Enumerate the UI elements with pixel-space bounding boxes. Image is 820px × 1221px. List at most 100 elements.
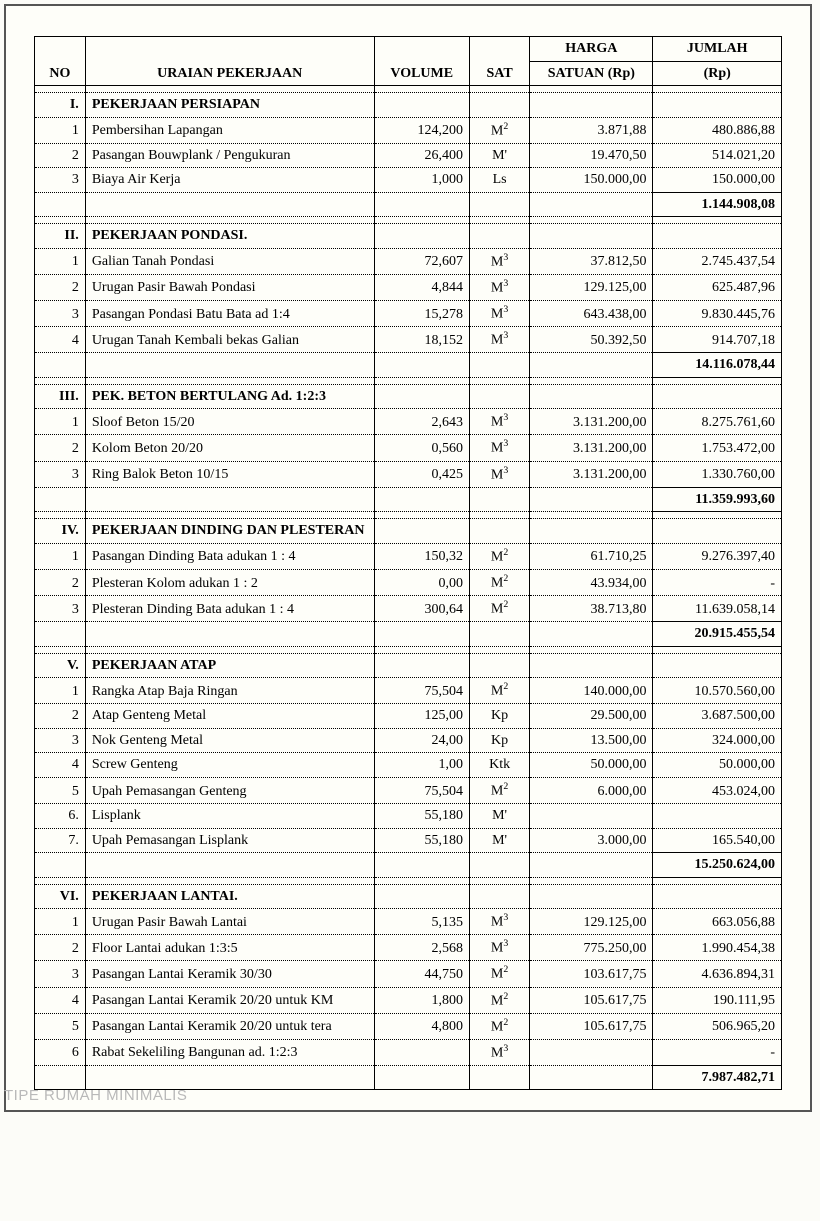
section-header-sat xyxy=(469,653,529,678)
table-row-jumlah: 190.111,95 xyxy=(653,987,782,1013)
table-row-desc: Rabat Sekeliling Bangunan ad. 1:2:3 xyxy=(85,1039,374,1065)
subtotal-row-jumlah: 1.144.908,08 xyxy=(653,192,782,217)
table-row-sat: M2 xyxy=(469,987,529,1013)
table-row-no: 6. xyxy=(35,804,86,829)
section-header-harga xyxy=(530,519,653,544)
table-row-vol: 18,152 xyxy=(374,327,469,353)
table-row-sat: M2 xyxy=(469,543,529,569)
table-row-sat: M' xyxy=(469,804,529,829)
section-header-no: I. xyxy=(35,93,86,118)
table-row-sat: M3 xyxy=(469,909,529,935)
table-row-vol: 150,32 xyxy=(374,543,469,569)
table-row-sat: M3 xyxy=(469,300,529,326)
header-jumlah-sub: (Rp) xyxy=(653,61,782,86)
spacer-row-jumlah xyxy=(653,512,782,519)
subtotal-row-jumlah: 14.116.078,44 xyxy=(653,353,782,378)
spacer-row-vol xyxy=(374,377,469,384)
subtotal-row-vol xyxy=(374,487,469,512)
subtotal-row-vol xyxy=(374,1065,469,1090)
section-header-vol xyxy=(374,519,469,544)
spacer-row-no xyxy=(35,217,86,224)
section-header-harga xyxy=(530,93,653,118)
table-row-desc: Ring Balok Beton 10/15 xyxy=(85,461,374,487)
page-frame: NO URAIAN PEKERJAAN VOLUME SAT HARGA JUM… xyxy=(4,4,812,1112)
subtotal-row-desc xyxy=(85,1065,374,1090)
table-row-harga: 105.617,75 xyxy=(530,1013,653,1039)
table-row-desc: Atap Genteng Metal xyxy=(85,704,374,729)
table-row-jumlah: - xyxy=(653,569,782,595)
table-row-sat: M2 xyxy=(469,1013,529,1039)
section-header-sat xyxy=(469,224,529,249)
spacer-row-sat xyxy=(469,877,529,884)
spacer-row-harga xyxy=(530,512,653,519)
subtotal-row-desc xyxy=(85,622,374,647)
table-row-sat: M3 xyxy=(469,1039,529,1065)
subtotal-row-no xyxy=(35,353,86,378)
subtotal-row-no xyxy=(35,487,86,512)
section-header-no: IV. xyxy=(35,519,86,544)
table-row-vol: 4,800 xyxy=(374,1013,469,1039)
table-row-vol: 4,844 xyxy=(374,274,469,300)
table-row-desc: Pasangan Lantai Keramik 20/20 untuk KM xyxy=(85,987,374,1013)
spacer-row-sat xyxy=(469,512,529,519)
spacer-row-harga xyxy=(530,646,653,653)
table-row-desc: Pasangan Lantai Keramik 20/20 untuk tera xyxy=(85,1013,374,1039)
spacer-row-no xyxy=(35,877,86,884)
spacer-row-jumlah xyxy=(653,377,782,384)
spacer-row-vol xyxy=(374,646,469,653)
table-row-desc: Kolom Beton 20/20 xyxy=(85,435,374,461)
subtotal-row-harga xyxy=(530,622,653,647)
table-row-vol: 5,135 xyxy=(374,909,469,935)
section-header-vol xyxy=(374,884,469,909)
section-header-desc: PEKERJAAN DINDING DAN PLESTERAN xyxy=(85,519,374,544)
spacer-row-vol xyxy=(374,877,469,884)
spacer-row-jumlah xyxy=(653,86,782,93)
section-header-vol xyxy=(374,93,469,118)
table-row-harga: 13.500,00 xyxy=(530,728,653,753)
table-row-vol: 72,607 xyxy=(374,248,469,274)
spacer-row-harga xyxy=(530,877,653,884)
table-row-jumlah: 10.570.560,00 xyxy=(653,678,782,704)
section-header-desc: PEKERJAAN PERSIAPAN xyxy=(85,93,374,118)
table-row-no: 4 xyxy=(35,753,86,778)
section-header-vol xyxy=(374,653,469,678)
table-row-vol: 75,504 xyxy=(374,777,469,803)
table-row-sat: Ls xyxy=(469,168,529,193)
table-row-no: 1 xyxy=(35,909,86,935)
table-row-vol: 15,278 xyxy=(374,300,469,326)
table-row-sat: M2 xyxy=(469,777,529,803)
table-row-desc: Pasangan Dinding Bata adukan 1 : 4 xyxy=(85,543,374,569)
table-row-vol: 0,425 xyxy=(374,461,469,487)
table-row-sat: M2 xyxy=(469,678,529,704)
subtotal-row-sat xyxy=(469,1065,529,1090)
section-header-desc: PEK. BETON BERTULANG Ad. 1:2:3 xyxy=(85,384,374,409)
spacer-row-sat xyxy=(469,646,529,653)
table-row-sat: M2 xyxy=(469,596,529,622)
spacer-row-desc xyxy=(85,877,374,884)
subtotal-row-harga xyxy=(530,1065,653,1090)
table-row-no: 2 xyxy=(35,569,86,595)
table-row-sat: M2 xyxy=(469,569,529,595)
header-volume: VOLUME xyxy=(374,37,469,86)
table-row-no: 3 xyxy=(35,168,86,193)
section-header-harga xyxy=(530,384,653,409)
table-row-no: 3 xyxy=(35,461,86,487)
table-row-no: 5 xyxy=(35,777,86,803)
table-row-sat: M' xyxy=(469,143,529,168)
table-row-harga: 129.125,00 xyxy=(530,274,653,300)
table-row-harga xyxy=(530,804,653,829)
subtotal-row-sat xyxy=(469,353,529,378)
table-row-no: 1 xyxy=(35,409,86,435)
table-row-no: 1 xyxy=(35,678,86,704)
section-header-jumlah xyxy=(653,384,782,409)
table-row-jumlah: 1.990.454,38 xyxy=(653,935,782,961)
table-row-harga: 140.000,00 xyxy=(530,678,653,704)
table-row-vol: 1,000 xyxy=(374,168,469,193)
section-header-jumlah xyxy=(653,224,782,249)
header-sat: SAT xyxy=(469,37,529,86)
table-row-sat: M' xyxy=(469,828,529,853)
table-row-sat: M3 xyxy=(469,409,529,435)
table-row-jumlah: 50.000,00 xyxy=(653,753,782,778)
table-header: NO URAIAN PEKERJAAN VOLUME SAT HARGA JUM… xyxy=(35,37,782,86)
table-row-harga xyxy=(530,1039,653,1065)
